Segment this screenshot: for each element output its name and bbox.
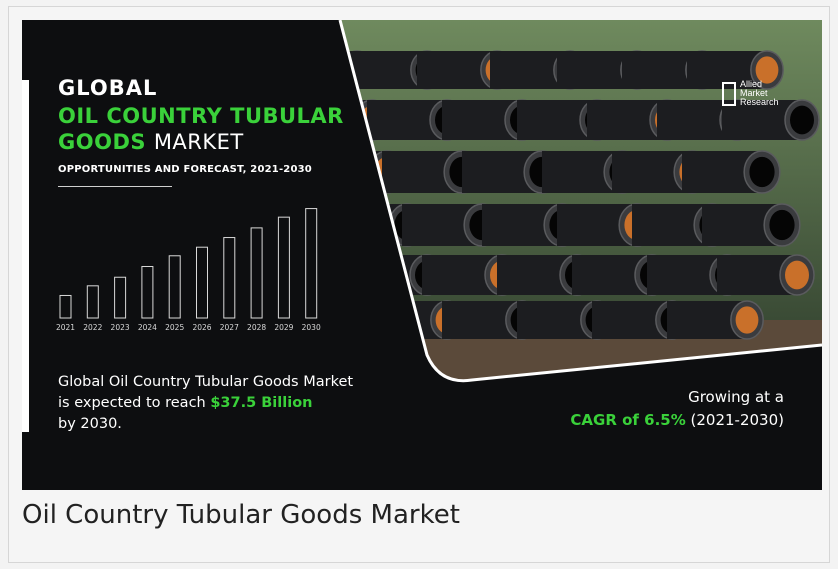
growth-text: Growing at a CAGR of 6.5% (2021-2030)	[570, 386, 784, 432]
logo-text: Allied Market Research	[740, 80, 779, 107]
market-reach-text: Global Oil Country Tubular Goods Market …	[58, 372, 378, 435]
growth-period: (2021-2030)	[690, 411, 784, 429]
title-goods-market: GOODS MARKET	[58, 130, 244, 154]
tick-label-2029: 2029	[274, 323, 293, 332]
logo-mark-icon	[722, 82, 736, 106]
subtitle-forecast: OPPORTUNITIES AND FORECAST, 2021-2030	[58, 164, 312, 175]
bar-chart: 2021 2022 2023 2024 2025 2026 2027 2028 2029 2030	[56, 208, 321, 332]
bar-2024	[141, 266, 154, 319]
bar-2030	[305, 208, 318, 319]
allied-market-research-logo: Allied Market Research	[722, 80, 806, 128]
growth-line1: Growing at a	[688, 388, 784, 406]
bar-2029	[277, 216, 290, 319]
bar-2023	[114, 276, 127, 319]
tick-label-2025: 2025	[165, 323, 184, 332]
tick-label-2021: 2021	[56, 323, 75, 332]
bar-2025	[168, 255, 181, 319]
reach-value: $37.5 Billion	[210, 395, 313, 411]
title-goods: GOODS	[58, 130, 146, 154]
pipes-photo	[338, 20, 822, 383]
reach-text-2: is expected to reach	[58, 395, 206, 411]
logo-line-2: Market	[740, 88, 768, 98]
image-caption: Oil Country Tubular Goods Market	[22, 500, 460, 530]
title-market: MARKET	[153, 130, 244, 154]
tick-label-2023: 2023	[111, 323, 130, 332]
tick-label-2026: 2026	[192, 323, 211, 332]
tick-label-2028: 2028	[247, 323, 266, 332]
reach-text-3: by 2030.	[58, 416, 122, 432]
bar-2021	[59, 294, 72, 319]
reach-text-1: Global Oil Country Tubular Goods Market	[58, 374, 354, 390]
bar-2022	[86, 285, 99, 319]
infographic-banner: GLOBAL OIL COUNTRY TUBULAR GOODS MARKET …	[22, 20, 822, 490]
title-global: GLOBAL	[58, 76, 158, 100]
logo-line-1: Allied	[740, 79, 763, 89]
left-accent-bar	[22, 80, 29, 432]
logo-line-3: Research	[740, 97, 779, 107]
tick-label-2024: 2024	[138, 323, 157, 332]
tick-label-2030: 2030	[302, 323, 321, 332]
bar-2027	[223, 237, 236, 319]
title-oil-country-tubular: OIL COUNTRY TUBULAR	[58, 104, 344, 128]
subtitle-underline	[58, 186, 172, 187]
bar-2026	[196, 246, 208, 319]
tick-label-2027: 2027	[220, 323, 239, 332]
growth-cagr: CAGR of 6.5%	[570, 411, 686, 429]
bar-2028	[250, 227, 263, 319]
tick-label-2022: 2022	[83, 323, 102, 332]
